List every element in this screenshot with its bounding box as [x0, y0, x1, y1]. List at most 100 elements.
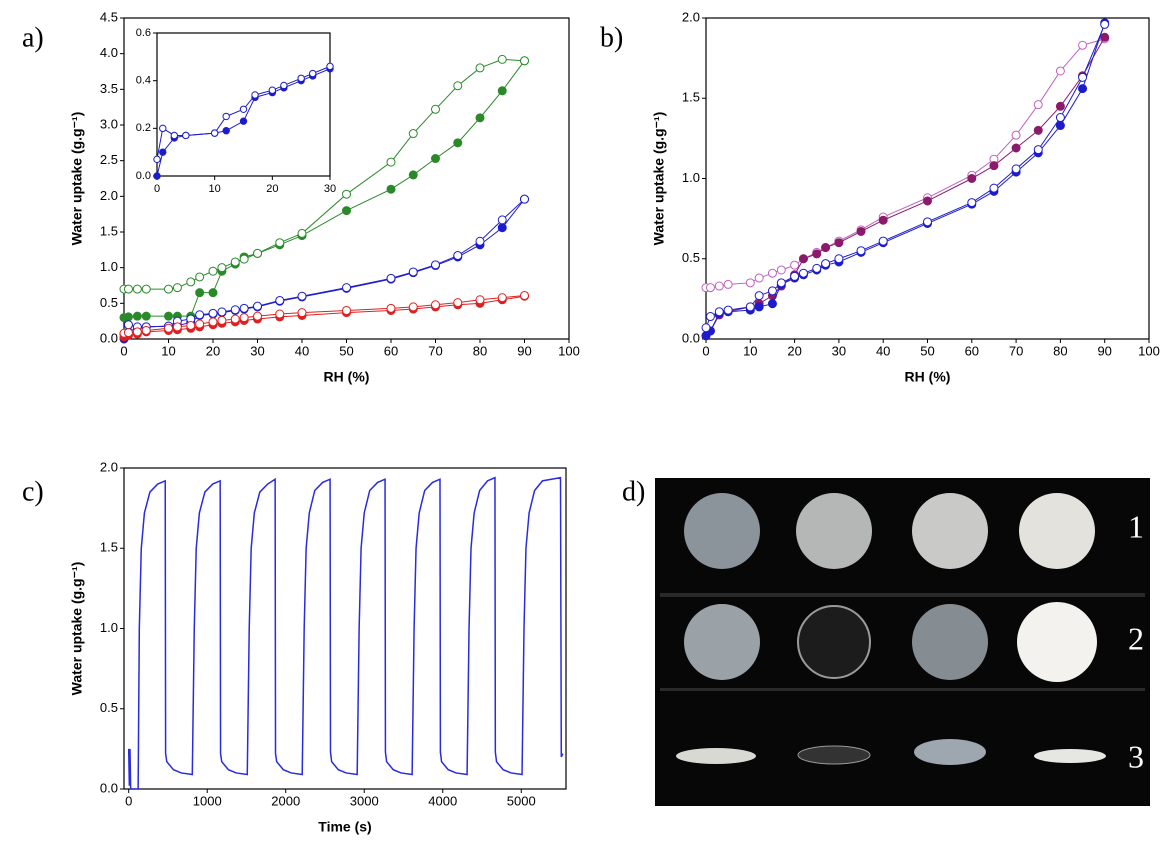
x-tick-label: 100 — [1138, 343, 1160, 358]
x-tick-label: 70 — [428, 343, 442, 358]
marker — [798, 254, 808, 264]
marker — [386, 303, 396, 313]
marker — [790, 260, 800, 270]
marker — [182, 131, 190, 140]
marker — [132, 284, 142, 294]
x-tick-label: 10 — [161, 343, 175, 358]
marker — [153, 155, 161, 164]
marker — [967, 198, 977, 208]
marker — [172, 322, 182, 332]
x-tick-label: 3000 — [350, 793, 379, 808]
marker — [453, 298, 463, 308]
y-tick-label: 3.0 — [100, 116, 118, 131]
sample — [1019, 493, 1095, 569]
marker — [164, 284, 173, 294]
marker — [164, 323, 173, 333]
marker — [497, 223, 507, 233]
y-tick-label: 4.0 — [100, 45, 118, 60]
x-tick-label: 20 — [206, 343, 220, 358]
marker — [217, 307, 227, 317]
marker — [856, 226, 866, 236]
marker — [431, 260, 440, 270]
divider — [660, 593, 1145, 597]
marker — [251, 91, 259, 99]
x-tick-label: 0 — [702, 343, 709, 358]
y-tick-label: 0.0 — [100, 780, 118, 795]
marker — [153, 172, 161, 180]
y-tick-label: 1.5 — [100, 223, 118, 238]
marker — [834, 238, 844, 248]
marker — [230, 257, 240, 267]
x-tick-label: 0 — [120, 343, 127, 358]
marker — [217, 263, 227, 273]
marker — [253, 248, 262, 258]
marker — [1078, 72, 1088, 82]
x-tick-label: 100 — [558, 343, 580, 358]
marker — [475, 295, 485, 305]
marker — [230, 305, 240, 315]
marker — [754, 291, 764, 301]
y-tick-label: 0.0 — [136, 170, 151, 182]
marker — [141, 284, 151, 294]
sample — [1017, 602, 1097, 682]
y-tick-label: 1.0 — [100, 620, 118, 635]
marker — [208, 266, 218, 276]
marker — [878, 236, 888, 246]
x-tick-label: 20 — [266, 183, 278, 195]
marker — [520, 194, 529, 204]
marker — [342, 305, 351, 315]
y-tick-label: 0.0 — [682, 330, 700, 345]
divider — [660, 688, 1145, 691]
marker — [520, 56, 529, 66]
marker — [497, 54, 507, 64]
marker — [723, 279, 733, 289]
y-tick-label: 0.5 — [100, 295, 118, 310]
marker — [431, 300, 440, 310]
marker — [923, 196, 932, 206]
marker — [210, 129, 219, 137]
marker — [342, 189, 351, 199]
marker — [475, 236, 485, 246]
x-tick-label: 2000 — [271, 793, 300, 808]
sample — [676, 748, 756, 764]
marker — [878, 215, 888, 225]
marker — [297, 74, 305, 82]
marker — [776, 278, 786, 288]
marker — [520, 290, 529, 300]
marker — [497, 215, 507, 225]
marker — [342, 206, 351, 216]
marker — [132, 327, 142, 337]
plot-frame — [156, 32, 331, 177]
x-tick-label: 0 — [125, 793, 132, 808]
marker — [159, 124, 167, 133]
panel-label: b) — [600, 22, 623, 53]
marker — [195, 310, 205, 320]
marker — [989, 161, 999, 171]
photo: d) 1 2 3 — [622, 476, 1150, 806]
marker — [767, 299, 777, 309]
series-line — [127, 476, 564, 790]
marker — [1055, 66, 1065, 76]
marker — [1033, 125, 1043, 135]
x-tick-label: 90 — [517, 343, 531, 358]
marker — [141, 311, 151, 321]
y-tick-label: 3.5 — [100, 81, 118, 96]
marker — [453, 138, 463, 148]
marker — [326, 62, 334, 71]
row-label: 3 — [1128, 738, 1144, 774]
row-label: 2 — [1128, 620, 1144, 656]
marker — [386, 157, 396, 167]
marker — [195, 288, 205, 298]
marker — [776, 265, 786, 275]
sample — [684, 604, 760, 680]
sample — [914, 739, 986, 765]
y-tick-label: 0.4 — [136, 75, 151, 87]
x-tick-label: 80 — [473, 343, 487, 358]
y-tick-label: 1.5 — [682, 90, 700, 105]
marker — [253, 301, 262, 311]
x-tick-label: 1000 — [193, 793, 222, 808]
x-tick-label: 20 — [787, 343, 801, 358]
marker — [253, 311, 262, 321]
